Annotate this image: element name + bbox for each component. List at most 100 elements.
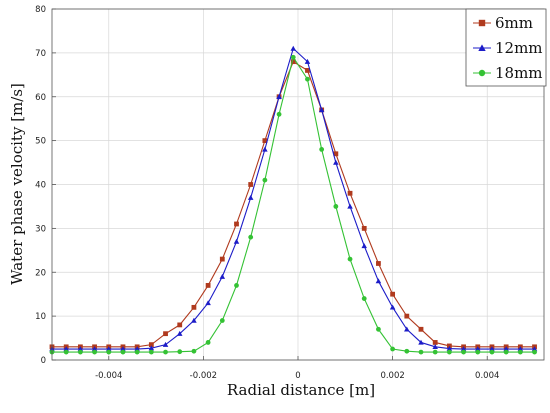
data-point <box>432 349 438 355</box>
legend-label: 18mm <box>495 64 543 82</box>
data-point <box>361 225 367 231</box>
data-point <box>77 349 83 355</box>
data-point <box>305 76 310 82</box>
data-point <box>460 346 467 352</box>
data-point <box>503 346 509 352</box>
data-point <box>432 344 438 350</box>
data-point <box>219 273 226 279</box>
y-tick-label: 80 <box>35 5 46 15</box>
data-point <box>375 278 382 284</box>
data-point <box>319 147 325 152</box>
data-point <box>276 93 282 99</box>
legend: 6mm 12mm 18mm <box>465 8 547 87</box>
legend-marker <box>478 19 486 27</box>
data-point <box>333 204 339 209</box>
data-point <box>233 238 240 244</box>
legend-label: 12mm <box>495 39 543 57</box>
data-point <box>404 348 410 354</box>
data-point <box>134 349 140 355</box>
y-tick-label: 10 <box>35 312 46 322</box>
x-tick-label: 0.002 <box>380 371 404 381</box>
data-point <box>347 203 353 209</box>
data-point <box>162 341 169 347</box>
data-point <box>304 58 311 64</box>
data-point <box>347 256 353 262</box>
y-tick-label: 0 <box>41 356 46 366</box>
data-point <box>205 283 211 288</box>
x-tick-label: 0 <box>295 371 300 381</box>
data-point <box>91 346 98 352</box>
data-point <box>531 346 538 352</box>
data-point <box>92 349 97 355</box>
data-point <box>475 349 481 355</box>
data-point <box>333 159 339 165</box>
data-point <box>234 221 239 227</box>
data-point <box>191 317 197 323</box>
y-tick-label: 20 <box>35 268 46 278</box>
series-12mm <box>49 45 538 352</box>
data-point <box>318 107 325 113</box>
series-18mm <box>49 54 537 355</box>
data-point <box>489 346 495 352</box>
data-point <box>390 291 396 297</box>
data-point <box>446 345 453 351</box>
data-point <box>290 45 297 51</box>
x-tick-label: 0.004 <box>475 371 499 381</box>
legend-label: 6mm <box>495 14 533 32</box>
data-point <box>120 349 126 355</box>
data-point <box>106 349 112 355</box>
data-point <box>446 349 452 355</box>
data-point <box>390 346 396 352</box>
data-point <box>333 151 339 157</box>
data-point <box>205 300 211 306</box>
data-point <box>361 296 367 301</box>
y-tick-label: 70 <box>35 49 46 59</box>
data-point <box>106 346 112 352</box>
data-point <box>177 322 183 328</box>
y-tick-label: 30 <box>35 224 46 234</box>
data-point <box>63 346 69 352</box>
data-point <box>163 349 168 355</box>
data-point <box>418 349 424 355</box>
data-point <box>347 190 353 196</box>
data-point <box>148 349 154 355</box>
data-point <box>191 304 197 310</box>
data-point <box>262 146 268 152</box>
y-axis-label: Water phase velocity [m/s] <box>8 83 26 285</box>
data-point <box>532 349 537 355</box>
data-point <box>290 59 296 65</box>
data-point <box>77 346 84 352</box>
data-point <box>517 349 523 355</box>
data-point <box>248 182 254 187</box>
y-tick-label: 60 <box>35 93 46 103</box>
y-tick-label: 40 <box>35 181 46 191</box>
data-point <box>262 138 268 144</box>
data-point <box>120 346 126 352</box>
data-point <box>361 243 367 249</box>
data-point <box>389 304 396 310</box>
series-layer <box>49 45 538 355</box>
data-point <box>219 318 225 323</box>
data-point <box>418 326 424 332</box>
data-point <box>63 349 69 355</box>
data-point <box>191 348 197 354</box>
data-point <box>148 345 155 351</box>
data-point <box>163 331 168 337</box>
data-point <box>134 346 140 352</box>
data-point <box>248 234 254 240</box>
legend-marker <box>478 44 486 51</box>
data-point <box>503 349 509 355</box>
data-point <box>219 256 225 262</box>
data-point <box>176 330 183 336</box>
data-point <box>461 349 466 355</box>
data-point <box>177 349 183 355</box>
x-tick-label: -0.002 <box>190 371 217 381</box>
data-point <box>432 340 438 345</box>
data-point <box>305 68 310 73</box>
x-axis-label: Radial distance [m] <box>227 381 375 399</box>
axis-ticks: 0 10 20 30 40 50 60 70 80 -0.004 -0.002 0 0.002 0.004 <box>35 5 499 381</box>
data-point <box>247 194 254 200</box>
data-point <box>418 339 424 345</box>
legend-marker <box>478 69 486 77</box>
